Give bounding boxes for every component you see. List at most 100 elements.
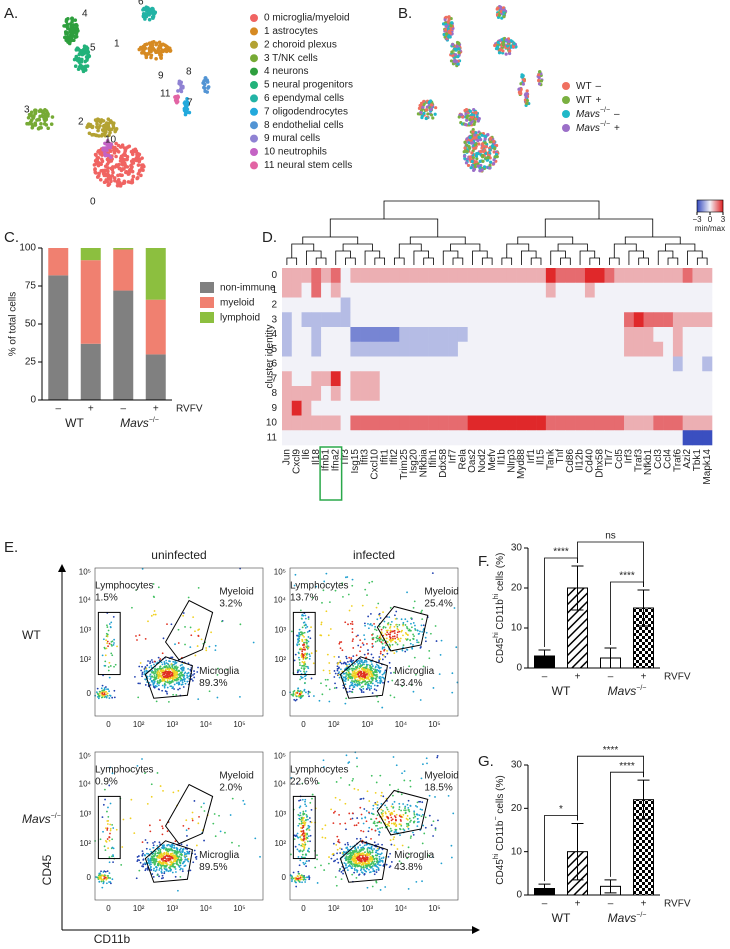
flow-event xyxy=(157,852,160,855)
flow-event xyxy=(375,673,378,676)
umap-point xyxy=(525,89,529,93)
heatmap-cell xyxy=(614,282,625,298)
flow-event xyxy=(154,852,157,855)
heatmap-cell xyxy=(506,386,517,402)
heatmap-cell xyxy=(653,400,664,416)
heatmap-cell xyxy=(457,341,468,357)
umap-point xyxy=(472,146,476,150)
flow-event xyxy=(365,667,368,670)
flow-event xyxy=(328,669,331,672)
flow-event xyxy=(102,638,105,641)
flow-event xyxy=(163,662,166,665)
heatmap-cell xyxy=(360,356,371,372)
heatmap-cell xyxy=(311,371,322,387)
flow-event xyxy=(402,644,405,647)
flow-event xyxy=(326,653,329,656)
flow-event xyxy=(295,698,298,701)
flow-event xyxy=(138,869,141,872)
flow-event xyxy=(325,572,328,575)
flow-event xyxy=(350,660,353,663)
umap-point xyxy=(187,110,192,115)
flow-event xyxy=(106,692,109,695)
flow-event xyxy=(144,678,147,681)
flow-event xyxy=(362,691,365,694)
heatmap-cell xyxy=(614,268,625,284)
heatmap-cell xyxy=(448,341,459,357)
flow-event xyxy=(359,660,361,663)
colorbar-segment xyxy=(697,200,699,212)
flow-event xyxy=(153,867,155,870)
umap-point xyxy=(483,141,487,145)
flow-event xyxy=(184,626,186,628)
gate-name: Lymphocytes xyxy=(95,580,154,591)
flow-event xyxy=(382,856,385,859)
umap-point xyxy=(144,14,149,19)
heatmap-cell xyxy=(467,415,478,431)
flow-event xyxy=(297,635,300,638)
flow-event xyxy=(111,640,114,643)
flow-event xyxy=(373,858,376,861)
flow-event xyxy=(352,665,355,667)
flow-event xyxy=(121,846,124,848)
flow-event xyxy=(103,845,106,848)
heatmap-cell xyxy=(369,312,381,328)
legend-label: 4 neurons xyxy=(264,66,308,77)
flow-event xyxy=(175,860,178,863)
heatmap-cell xyxy=(418,400,429,416)
flow-event xyxy=(167,673,170,676)
flow-event xyxy=(382,654,385,657)
flow-event xyxy=(169,671,172,673)
heatmap-cell xyxy=(672,312,683,328)
umap-point xyxy=(486,155,490,160)
flow-event xyxy=(422,624,425,627)
umap-point xyxy=(142,44,147,48)
umap-point xyxy=(106,159,111,163)
flow-event xyxy=(343,680,346,682)
heatmap-cell xyxy=(389,371,400,387)
column-label: Ifih1 xyxy=(428,449,439,468)
flow-event xyxy=(351,620,354,623)
column-label: Cd86 xyxy=(565,449,576,473)
flow-event xyxy=(161,670,163,673)
heatmap-cell xyxy=(526,400,537,416)
heatmap-cell xyxy=(418,327,429,343)
flow-event xyxy=(166,666,169,669)
flow-event xyxy=(172,791,175,794)
flow-event xyxy=(329,628,332,630)
flow-event xyxy=(160,661,163,664)
flow-event xyxy=(412,644,414,646)
umap-point xyxy=(473,143,478,147)
heatmap-cell xyxy=(643,341,654,357)
umap-point xyxy=(525,101,529,106)
flow-event xyxy=(97,693,100,695)
flow-event xyxy=(322,669,325,672)
flow-event xyxy=(338,671,340,674)
flow-event xyxy=(299,697,302,700)
flow-event xyxy=(103,696,106,699)
flow-event xyxy=(166,855,169,858)
flow-event xyxy=(347,865,350,868)
flow-event xyxy=(163,872,166,875)
umap-point xyxy=(114,147,119,152)
flow-event xyxy=(187,596,190,599)
flow-event xyxy=(160,855,163,858)
flow-event xyxy=(111,696,114,699)
heatmap-cell xyxy=(497,386,508,402)
flow-event xyxy=(105,840,108,843)
flow-event xyxy=(339,660,342,662)
heatmap-cell xyxy=(340,282,351,298)
heatmap-cell xyxy=(526,327,537,343)
flow-event xyxy=(150,795,153,798)
heatmap-cell xyxy=(330,356,341,372)
flow-event xyxy=(362,671,365,673)
heatmap-cell xyxy=(682,371,693,387)
flow-event xyxy=(210,631,213,634)
flow-event xyxy=(386,652,389,655)
heatmap-cell xyxy=(545,415,556,431)
flow-event xyxy=(419,699,422,701)
flow-event xyxy=(307,646,310,649)
umap-point xyxy=(112,176,117,180)
flow-event xyxy=(101,816,104,819)
heatmap-cell xyxy=(624,312,635,328)
heatmap-cell xyxy=(301,327,312,343)
